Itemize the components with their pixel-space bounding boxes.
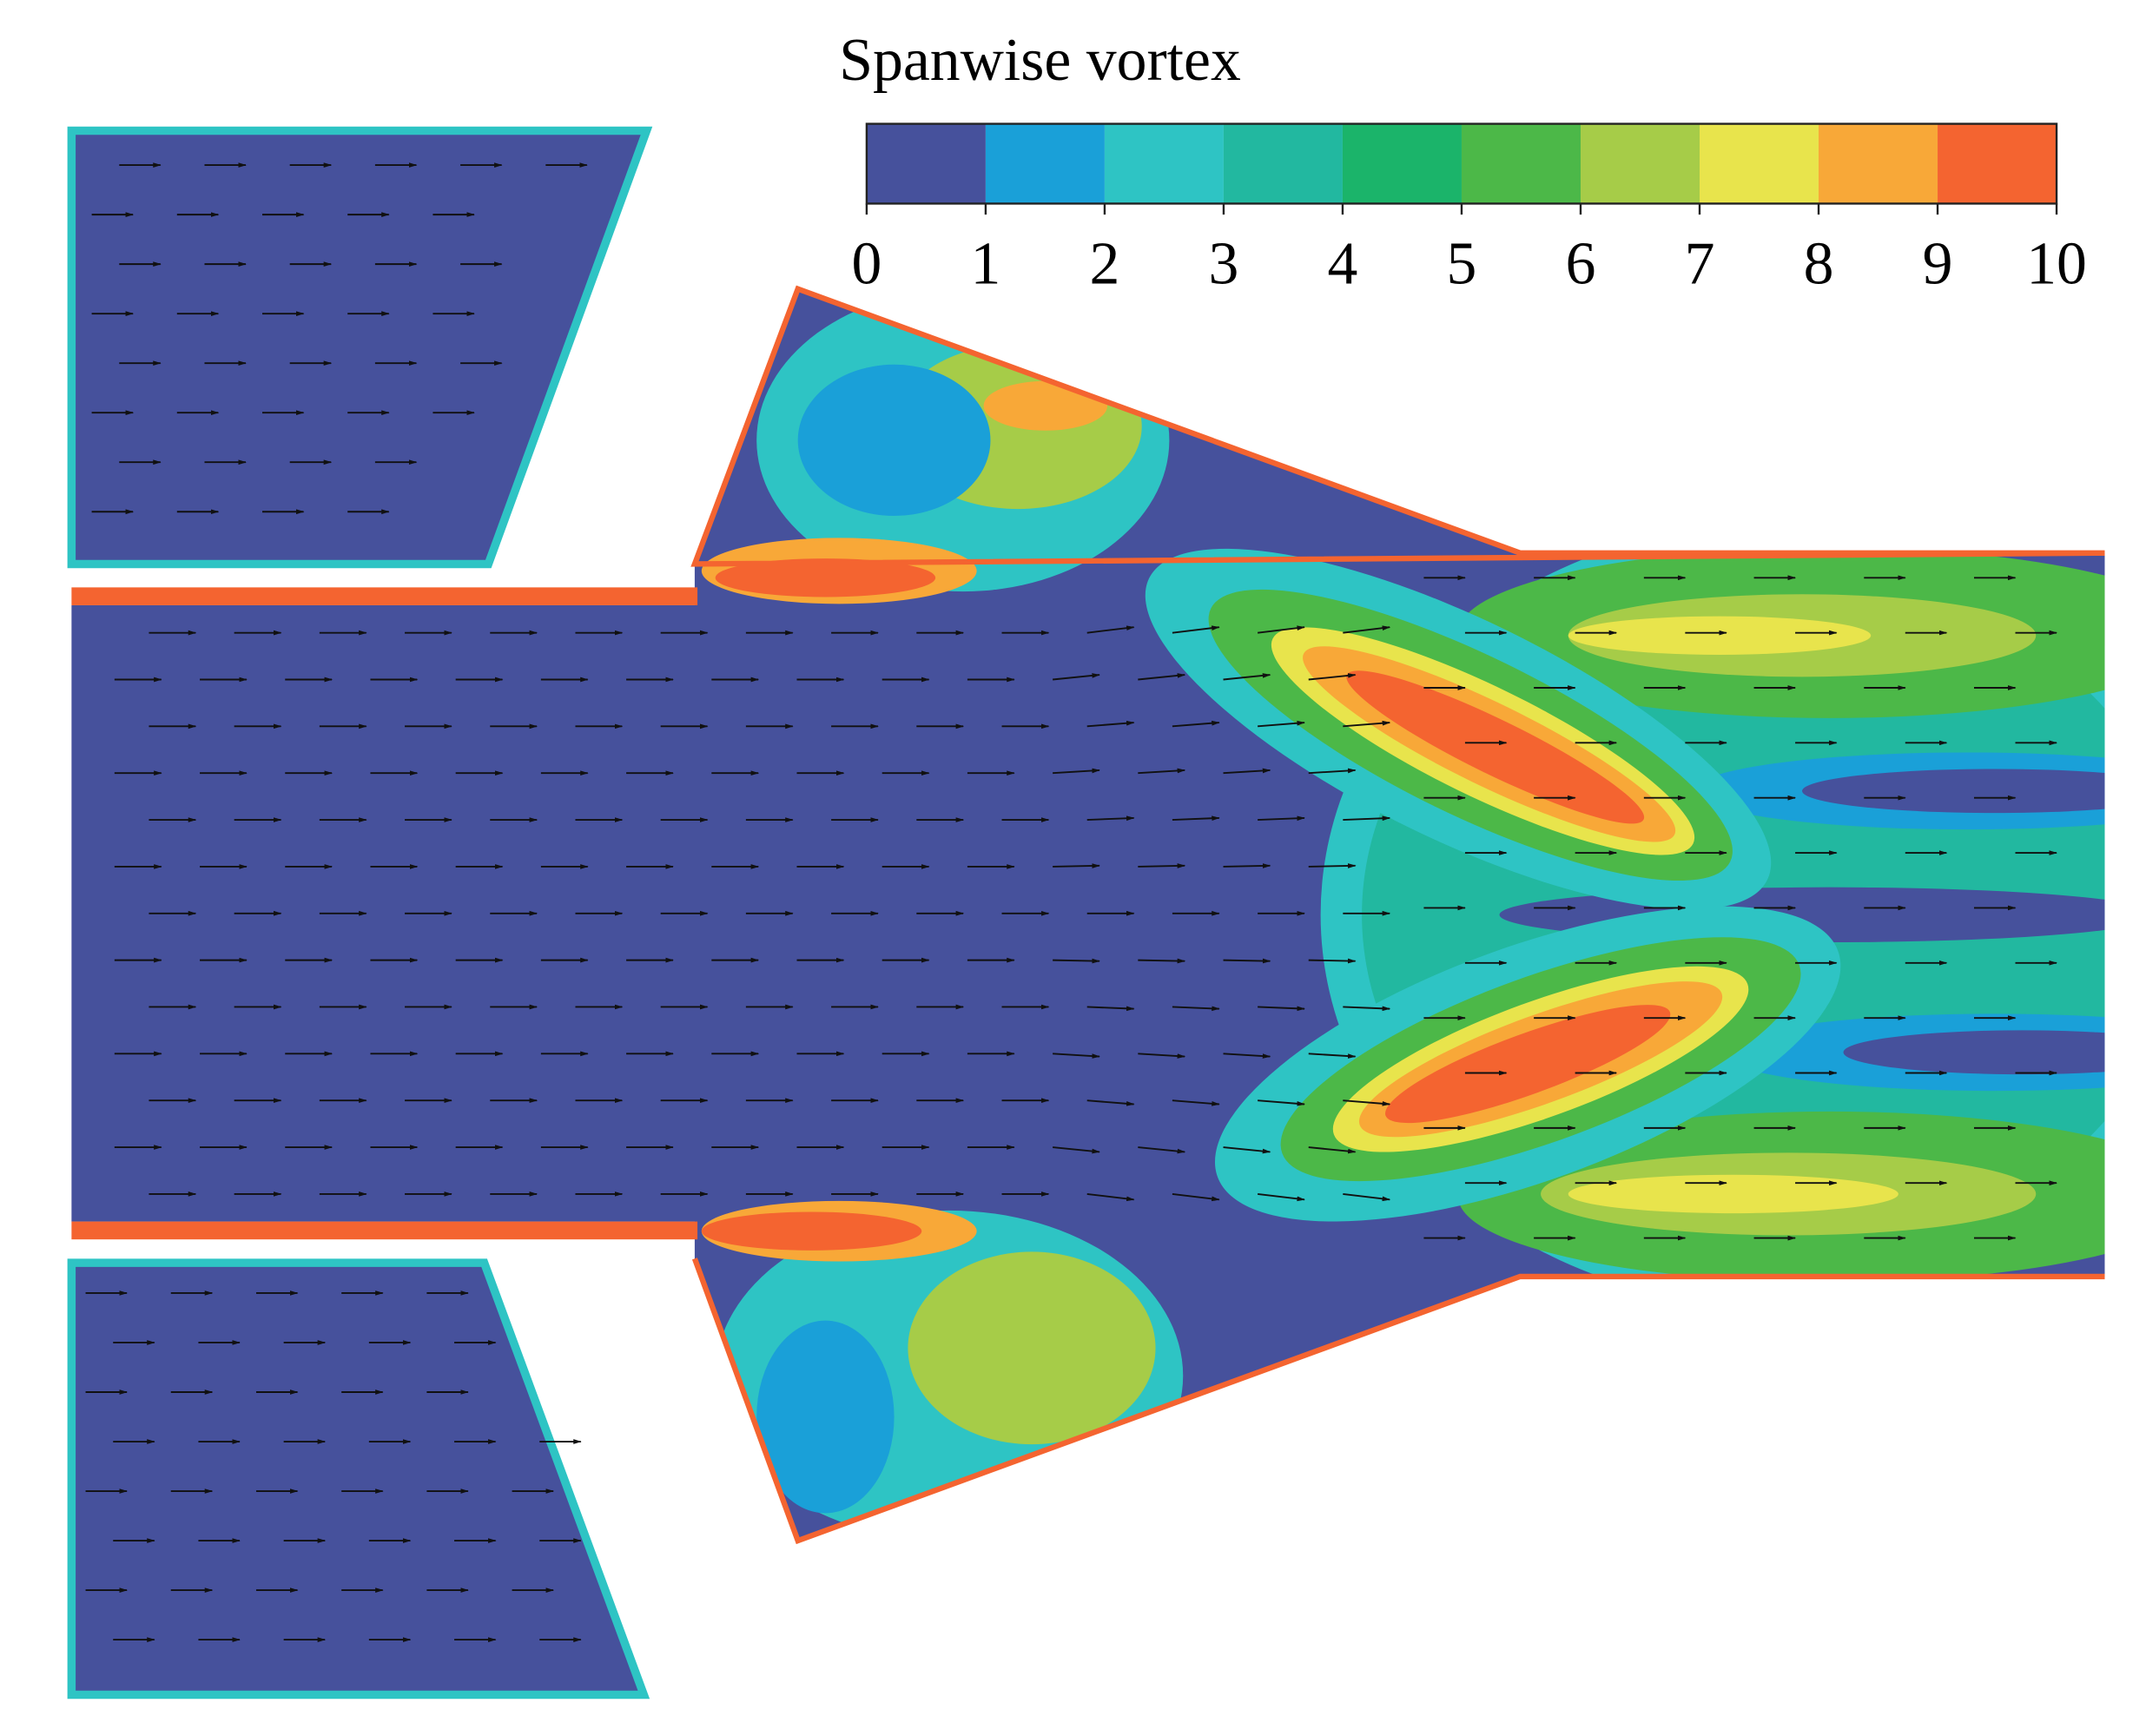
colorbar-segment	[985, 123, 1105, 204]
contour-region	[983, 380, 1108, 431]
contour-region	[715, 558, 936, 597]
colorbar-segment	[1104, 123, 1224, 204]
colorbar-tick-label: 0	[851, 230, 882, 297]
velocity-arrow	[1308, 958, 1357, 964]
velocity-arrow	[1223, 1146, 1271, 1154]
contour-region	[1843, 1030, 2105, 1075]
velocity-arrow	[1172, 1099, 1220, 1106]
velocity-arrow	[1053, 768, 1100, 775]
velocity-arrow	[1172, 815, 1220, 822]
colorbar-segment	[1700, 123, 1819, 204]
velocity-arrow	[1086, 1006, 1135, 1012]
colorbar-segment	[1819, 123, 1938, 204]
colorbar-tick-label: 3	[1209, 230, 1239, 297]
contour-region	[701, 1211, 922, 1251]
velocity-arrow	[1343, 1192, 1391, 1202]
colorbar-tick-label: 1	[970, 230, 1000, 297]
velocity-arrow	[1308, 1146, 1357, 1154]
contour-region	[1385, 1005, 1671, 1124]
velocity-arrow	[1053, 863, 1100, 868]
colorbar-segment	[1461, 123, 1581, 204]
velocity-arrow	[1172, 720, 1220, 728]
velocity-arrow	[1086, 1099, 1135, 1106]
colorbar-tick-label: 7	[1685, 230, 1715, 297]
velocity-arrow	[1138, 768, 1186, 775]
colorbar-segment	[1938, 123, 2057, 204]
colorbar-segment	[1580, 123, 1700, 204]
velocity-arrow	[1086, 720, 1135, 728]
velocity-arrow	[1343, 625, 1391, 634]
pipe-wall	[71, 1221, 698, 1240]
velocity-arrow	[1308, 673, 1357, 681]
velocity-arrow	[1308, 863, 1357, 868]
velocity-arrow	[1172, 1192, 1220, 1202]
velocity-arrow	[1053, 1053, 1100, 1059]
velocity-arrow	[1138, 958, 1186, 964]
velocity-arrow	[1086, 815, 1135, 822]
colorbar-tick-label: 2	[1090, 230, 1120, 297]
velocity-arrow	[1086, 625, 1135, 634]
velocity-arrow	[1223, 958, 1271, 964]
velocity-arrow	[1172, 1006, 1220, 1012]
colorbar-segment	[1223, 123, 1343, 204]
contour-region	[1802, 769, 2105, 814]
velocity-arrow	[1343, 815, 1391, 822]
colorbar-title: Spanwise vortex	[839, 27, 1241, 94]
velocity-arrow	[1138, 1053, 1186, 1059]
contour-region	[797, 364, 991, 517]
velocity-arrow	[1053, 1146, 1100, 1154]
upper-inlet-region	[67, 126, 653, 569]
colorbar: 0 1 2 3 4 5 6 7 8 9 10	[851, 122, 2087, 297]
colorbar-tick-label: 10	[2026, 230, 2087, 297]
velocity-arrow	[1258, 1099, 1305, 1106]
velocity-arrow	[1343, 720, 1391, 728]
colorbar-segment	[1342, 123, 1462, 204]
colorbar-tick-label: 5	[1447, 230, 1477, 297]
velocity-arrow	[1086, 1192, 1135, 1202]
velocity-arrow	[1308, 768, 1357, 775]
velocity-arrow	[1223, 673, 1271, 681]
velocity-vectors	[85, 162, 2057, 1642]
velocity-arrow	[1258, 720, 1305, 728]
pipe-wall	[71, 587, 698, 605]
velocity-arrow	[1343, 1099, 1391, 1106]
colorbar-tick-label: 9	[1923, 230, 1953, 297]
velocity-arrow	[1258, 625, 1305, 634]
lower-inlet-region	[67, 1258, 650, 1700]
velocity-arrow	[1138, 1146, 1186, 1154]
colorbar-tick-label: 6	[1566, 230, 1596, 297]
velocity-arrow	[1053, 673, 1100, 681]
vortex-field	[701, 288, 2105, 1541]
colorbar-segment	[866, 123, 986, 204]
velocity-arrow	[1223, 768, 1271, 775]
wall-edge	[691, 1257, 2105, 1545]
contour-region	[756, 1320, 895, 1514]
velocity-arrow	[1258, 1192, 1305, 1202]
velocity-arrow	[1258, 815, 1305, 822]
contour-region	[908, 1251, 1156, 1445]
velocity-arrow	[1172, 625, 1220, 634]
velocity-arrow	[1053, 958, 1100, 964]
velocity-arrow	[1138, 673, 1186, 681]
contour-region	[1568, 616, 1872, 655]
contour-region	[1568, 1174, 1898, 1214]
contour-region	[1346, 670, 1645, 824]
velocity-arrow	[1223, 863, 1271, 868]
colorbar-tick-label: 8	[1804, 230, 1834, 297]
velocity-arrow	[1308, 1053, 1357, 1059]
colorbar-tick-label: 4	[1328, 230, 1358, 297]
velocity-arrow	[1258, 1006, 1305, 1012]
velocity-arrow	[1223, 1053, 1271, 1059]
wall-edge	[690, 285, 2105, 567]
velocity-arrow	[1343, 1006, 1391, 1012]
velocity-arrow	[1138, 863, 1186, 868]
